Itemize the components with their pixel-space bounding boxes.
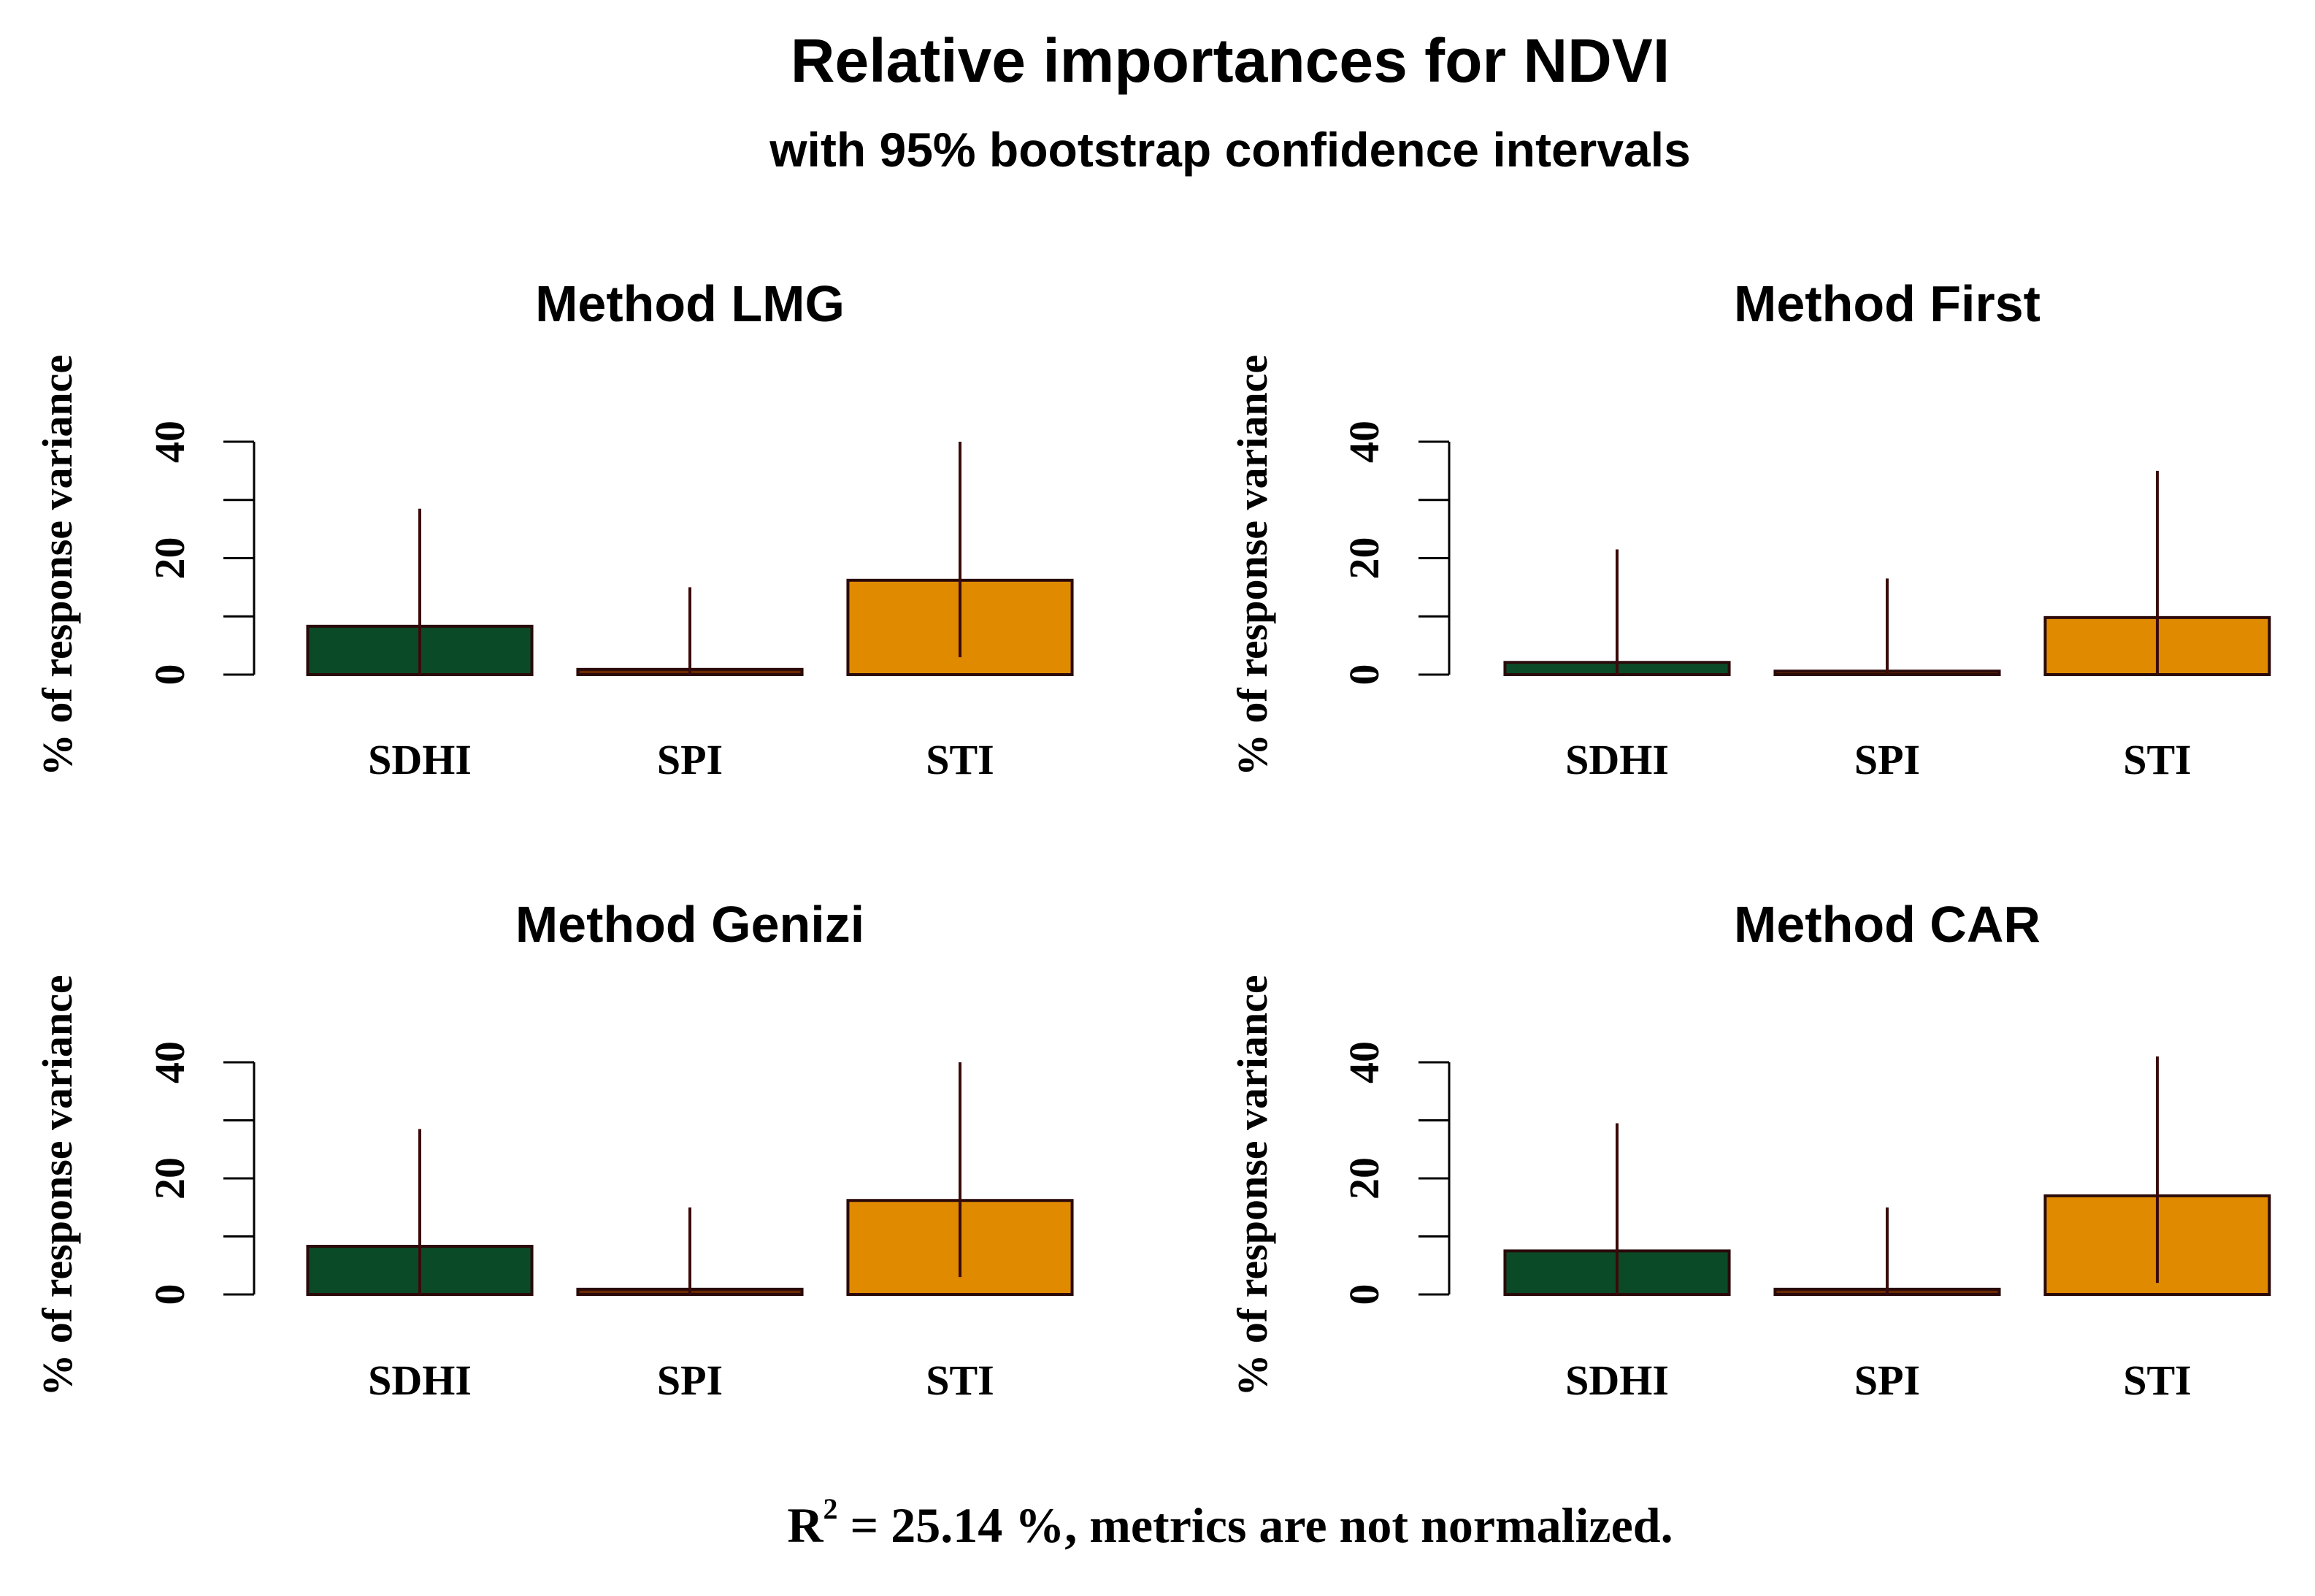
y-tick-label: 40 [146,1041,193,1083]
panel-title: Method Genizi [515,896,864,953]
y-axis-label: % of response variance [34,975,81,1396]
y-tick-label: 0 [1340,664,1388,686]
y-tick-label: 40 [1340,1041,1388,1083]
category-label: STI [2123,1357,2192,1404]
footer-note: R2 = 25.14 %, metrics are not normalized… [787,1492,1673,1553]
figure-title: Relative importances for NDVI [791,26,1670,95]
category-label: SDHI [1565,1357,1669,1404]
category-label: STI [926,736,994,783]
category-label: STI [2123,736,2192,783]
footer-r-exponent: 2 [823,1492,837,1525]
y-tick-label: 0 [146,1284,193,1305]
footer-r-symbol: R [787,1497,824,1553]
y-axis-label: % of response variance [34,355,81,776]
panel-title: Method LMG [535,275,845,332]
panel-title: Method First [1734,275,2040,332]
y-tick-label: 20 [1340,537,1388,580]
y-tick-label: 40 [146,421,193,463]
panel-4: Method CAR % of response variance 0 20 40 SDH… [1229,896,2271,1404]
y-axis-label: % of response variance [1229,975,1276,1396]
y-tick-label: 20 [146,537,193,580]
category-label: SDHI [1565,736,1669,783]
y-tick-label: 0 [146,664,193,686]
y-tick-label: 0 [1340,1284,1388,1305]
y-tick-label: 40 [1340,421,1388,463]
category-label: SPI [1854,1357,1920,1404]
category-label: SDHI [368,1357,472,1404]
panel-2: Method First % of response variance 0 20 40 S… [1229,275,2271,783]
category-label: STI [926,1357,994,1404]
panel-title: Method CAR [1734,896,2040,953]
panel-3: Method Genizi % of response variance 0 20 40… [34,896,1074,1404]
category-label: SPI [657,1357,723,1404]
panels: Method LMG % of response variance 0 20 40 SDH… [34,275,2271,1404]
panel-1: Method LMG % of response variance 0 20 40 SDH… [34,275,1074,783]
category-label: SDHI [368,736,472,783]
y-axis-label: % of response variance [1229,355,1276,776]
y-tick-label: 20 [1340,1157,1388,1200]
category-label: SPI [657,736,723,783]
category-label: SPI [1854,736,1920,783]
figure-subtitle: with 95% bootstrap confidence intervals [769,123,1691,177]
footer-text: = 25.14 %, metrics are not normalized. [837,1497,1673,1553]
y-tick-label: 20 [146,1157,193,1200]
